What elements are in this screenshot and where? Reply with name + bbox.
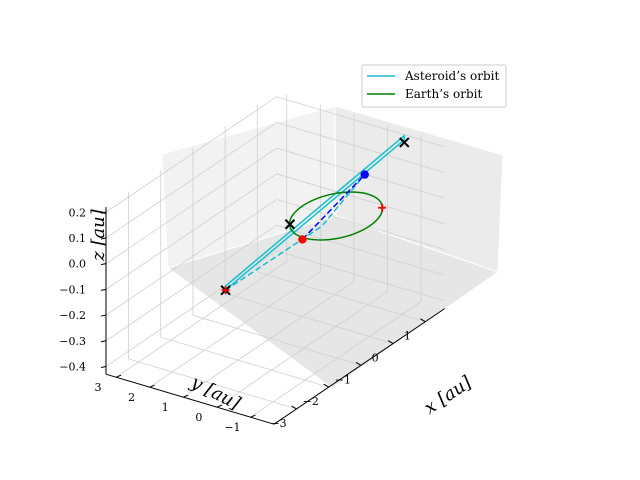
z-grid-right	[276, 96, 445, 148]
y-tick-label: −1	[224, 421, 240, 434]
y-tick-mark	[183, 394, 189, 398]
y-grid-floor	[115, 261, 287, 378]
z-tick-mark	[100, 263, 107, 266]
z-tick-label: −0.1	[59, 283, 86, 296]
legend-box	[361, 64, 507, 108]
x-tick-mark	[291, 405, 297, 410]
x-tick-label: −3	[270, 417, 286, 430]
z-tick-label: 0.1	[68, 232, 86, 245]
z-grid-left	[105, 224, 277, 342]
x-tick-mark	[323, 383, 329, 388]
z-grid-left	[105, 199, 277, 316]
z-grid-left	[105, 122, 277, 239]
y-tick-mark	[149, 384, 155, 388]
axes	[100, 207, 445, 425]
y-grid-floor	[216, 291, 388, 408]
y-grid-floor	[183, 281, 355, 398]
z-grid-left	[105, 96, 277, 213]
x-tick-mark	[387, 340, 394, 344]
y-axis-line	[105, 373, 275, 425]
legend: Asteroid’s orbit Earth’s orbit	[361, 64, 507, 108]
dot-marker	[298, 235, 307, 244]
grid-lines	[105, 94, 445, 418]
dot-marker	[360, 170, 369, 179]
tick-labels: −3 −2 −1 0 1 −1 0 1 2 3 −0.4 −0.3 −0.2 −0.1 0.0 0.1 0.2	[59, 206, 411, 434]
x-grid-floor	[128, 358, 297, 410]
x-axis-label: x [au]	[420, 372, 476, 419]
y-tick-mark	[216, 404, 223, 408]
y-grid-floor	[149, 271, 321, 388]
floor-pane	[166, 215, 500, 389]
transfer-path-line	[225, 174, 366, 291]
x-grid-floor	[192, 314, 362, 366]
z-tick-label: 0.0	[68, 258, 86, 271]
z-grid-left	[105, 147, 277, 264]
z-grid-right	[276, 224, 445, 276]
legend-earth-label: Earth’s orbit	[405, 87, 482, 101]
x-tick-label: 0	[372, 352, 379, 365]
z-grid-right	[276, 173, 445, 225]
z-axis-label: z [au]	[88, 208, 109, 262]
legend-asteroid-label: Asteroid’s orbit	[404, 69, 499, 83]
transfer-path-line	[301, 174, 366, 240]
z-tick-label: −0.2	[59, 309, 86, 322]
x-grid-floor	[160, 336, 329, 388]
z-grid-right	[276, 250, 445, 302]
y-tick-label: 1	[162, 401, 169, 414]
x-tick-mark	[355, 361, 362, 366]
z-tick-mark	[100, 211, 107, 214]
z-grid-left	[105, 173, 277, 290]
y-axis-label: y [au]	[187, 371, 245, 414]
x-marker	[284, 219, 296, 230]
z-tick-label: −0.3	[59, 335, 86, 348]
y-tick-label: 0	[195, 411, 202, 424]
x-marker	[399, 137, 410, 148]
x-grid-floor	[225, 293, 394, 344]
y-tick-label: 3	[95, 381, 102, 394]
back-panes	[161, 105, 504, 389]
x-axis-line	[273, 308, 445, 425]
z-tick-mark	[100, 288, 107, 291]
x-tick-mark	[420, 318, 426, 323]
z-tick-mark	[100, 340, 107, 343]
z-tick-label: −0.4	[59, 360, 86, 373]
x-grid-floor	[257, 271, 426, 323]
z-tick-mark	[100, 365, 107, 368]
z-tick-label: 0.2	[68, 206, 86, 219]
x-tick-label: 1	[404, 330, 411, 343]
y-tick-label: 2	[128, 391, 135, 404]
z-tick-mark	[100, 237, 107, 240]
plot-markers	[220, 137, 410, 296]
y-tick-mark	[115, 374, 122, 378]
z-tick-mark	[100, 314, 107, 317]
x-tick-label: −2	[303, 395, 319, 408]
y-grid-floor	[250, 301, 422, 418]
y-tick-mark	[250, 414, 256, 418]
z-grid-right	[276, 199, 445, 250]
x-tick-label: −1	[335, 373, 351, 386]
z-grid-right	[276, 122, 445, 173]
